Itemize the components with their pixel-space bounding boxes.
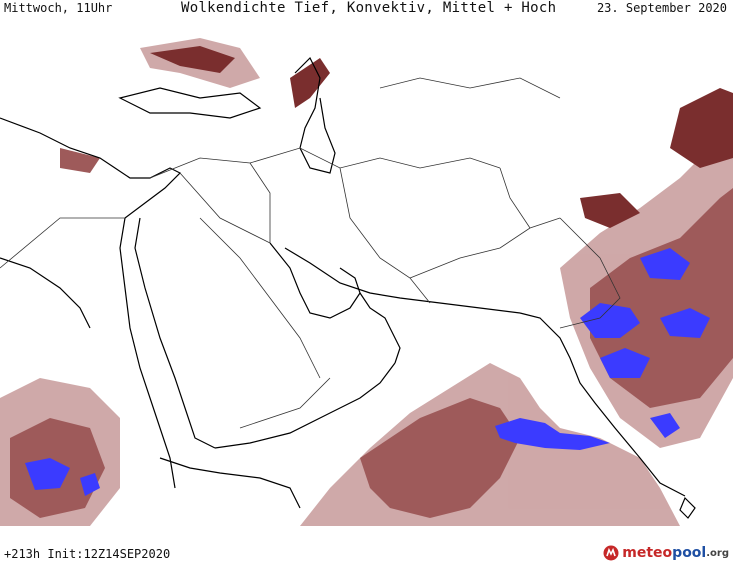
- coastlines: [0, 56, 696, 519]
- logo-text-meteo: meteo: [622, 545, 673, 561]
- forecast-date-label: 23. September 2020: [596, 1, 727, 15]
- cloud-density-map: [0, 18, 733, 526]
- forecast-time-label: Mittwoch, 11Uhr: [4, 1, 113, 15]
- map-title: Wolkendichte Tief, Konvektiv, Mittel + H…: [181, 0, 557, 16]
- meteopool-logo[interactable]: meteo pool .org: [603, 545, 729, 561]
- convective-cells: [25, 248, 710, 496]
- meteopool-logo-icon: [603, 545, 619, 561]
- model-run-label: +213h Init:12Z14SEP2020: [4, 547, 171, 561]
- logo-text-org: .org: [706, 547, 729, 559]
- country-borders: [0, 77, 621, 429]
- logo-text-pool: pool: [672, 545, 707, 561]
